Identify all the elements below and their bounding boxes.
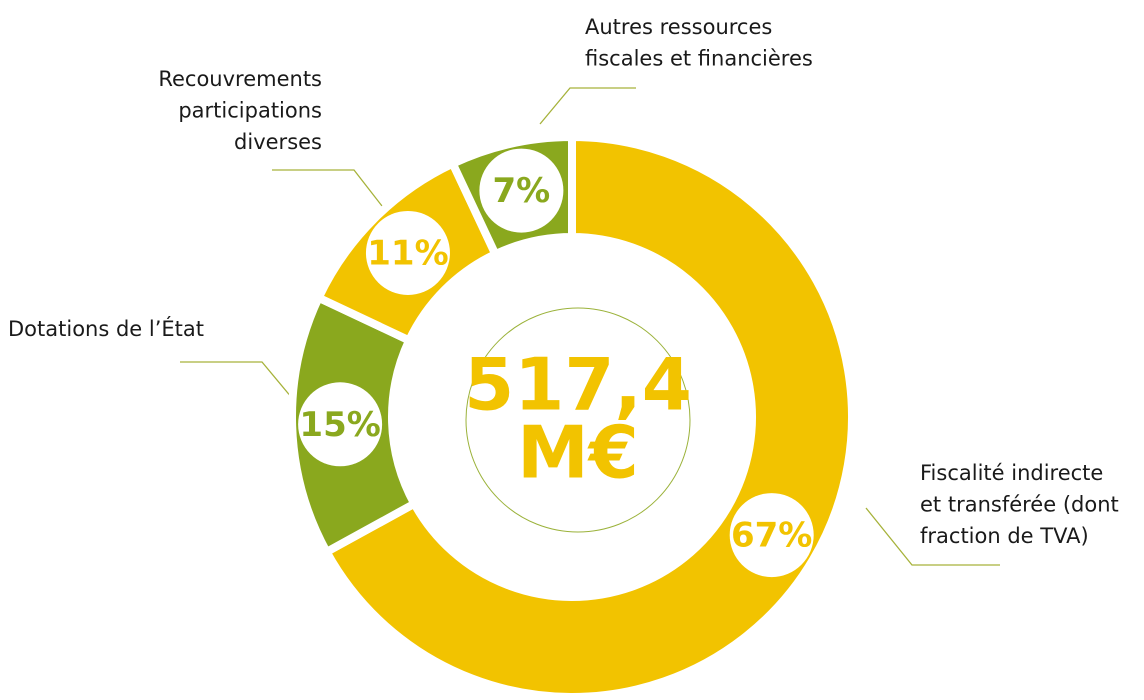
category-label: Dotations de l’État (8, 316, 204, 341)
leader-line (180, 361, 293, 399)
category-label: Recouvrements (158, 67, 322, 91)
center-ring (465, 307, 691, 533)
value-label: 11% (367, 233, 448, 273)
value-label: 67% (731, 516, 812, 556)
value-badge (479, 148, 564, 233)
value-badge (298, 382, 383, 467)
leader-lines (180, 87, 1000, 566)
category-label: fiscales et financières (585, 47, 813, 71)
leader-line (865, 507, 1000, 566)
category-label: et transférée (dont (920, 493, 1119, 517)
category-label: fraction de TVA) (920, 524, 1089, 548)
value-badge (365, 210, 450, 295)
value-label: 15% (299, 405, 380, 445)
value-badge (729, 493, 814, 578)
center-value: 517,4 (464, 343, 692, 427)
value-label: 7% (493, 171, 551, 211)
center-unit: M€ (517, 411, 639, 495)
leader-line (272, 169, 383, 207)
category-label: Autres ressources (585, 15, 772, 39)
donut-segment (322, 133, 856, 700)
category-label: Fiscalité indirecte (920, 461, 1103, 485)
leader-line (539, 87, 636, 125)
category-label: diverses (234, 130, 322, 154)
category-label: participations (178, 99, 322, 123)
